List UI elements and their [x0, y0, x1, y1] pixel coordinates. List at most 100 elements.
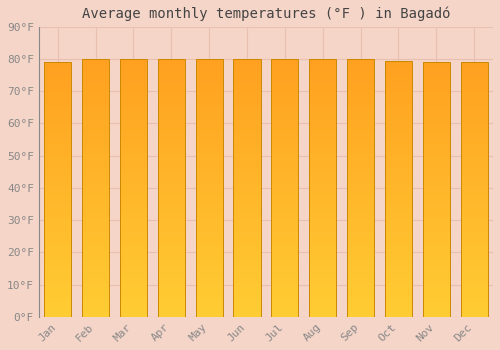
Bar [120, 301, 147, 303]
Bar [44, 85, 72, 86]
Bar [234, 193, 260, 194]
Bar [271, 261, 298, 262]
Bar [309, 134, 336, 135]
Bar [422, 266, 450, 267]
Bar [158, 104, 185, 105]
Bar [196, 90, 223, 91]
Bar [422, 220, 450, 221]
Bar [44, 271, 72, 272]
Bar [82, 220, 109, 222]
Bar [234, 287, 260, 288]
Bar [44, 79, 72, 80]
Bar [120, 192, 147, 193]
Bar [347, 252, 374, 254]
Bar [82, 272, 109, 273]
Bar [82, 250, 109, 251]
Bar [347, 294, 374, 295]
Bar [158, 274, 185, 275]
Bar [460, 239, 488, 240]
Bar [422, 212, 450, 214]
Bar [422, 224, 450, 225]
Bar [460, 69, 488, 70]
Bar [271, 298, 298, 299]
Bar [309, 64, 336, 65]
Bar [460, 97, 488, 98]
Bar [385, 164, 412, 166]
Bar [120, 170, 147, 171]
Bar [82, 294, 109, 295]
Bar [271, 222, 298, 223]
Bar [422, 99, 450, 100]
Bar [158, 91, 185, 92]
Bar [82, 170, 109, 171]
Bar [385, 244, 412, 245]
Bar [309, 139, 336, 140]
Bar [271, 239, 298, 241]
Bar [120, 147, 147, 148]
Bar [44, 147, 72, 149]
Bar [271, 303, 298, 304]
Bar [44, 262, 72, 263]
Bar [234, 91, 260, 92]
Bar [460, 153, 488, 154]
Bar [82, 173, 109, 174]
Bar [120, 250, 147, 251]
Bar [460, 290, 488, 291]
Bar [385, 230, 412, 231]
Bar [347, 214, 374, 215]
Bar [82, 274, 109, 275]
Bar [234, 272, 260, 273]
Bar [120, 179, 147, 180]
Bar [196, 264, 223, 265]
Bar [234, 86, 260, 88]
Bar [234, 140, 260, 141]
Bar [309, 314, 336, 315]
Bar [44, 98, 72, 99]
Bar [309, 300, 336, 301]
Bar [347, 222, 374, 223]
Bar [234, 192, 260, 193]
Bar [44, 310, 72, 312]
Bar [196, 98, 223, 99]
Bar [234, 62, 260, 63]
Bar [44, 99, 72, 100]
Bar [271, 81, 298, 82]
Bar [158, 250, 185, 251]
Bar [347, 237, 374, 238]
Bar [44, 67, 72, 69]
Bar [196, 309, 223, 310]
Bar [347, 286, 374, 287]
Bar [234, 116, 260, 117]
Bar [309, 226, 336, 228]
Bar [120, 207, 147, 209]
Bar [271, 219, 298, 220]
Bar [44, 299, 72, 300]
Bar [460, 251, 488, 252]
Bar [120, 184, 147, 186]
Bar [460, 123, 488, 125]
Bar [422, 275, 450, 276]
Bar [82, 128, 109, 130]
Bar [385, 78, 412, 80]
Bar [460, 140, 488, 141]
Bar [271, 308, 298, 309]
Bar [158, 212, 185, 214]
Bar [271, 295, 298, 296]
Bar [82, 236, 109, 237]
Bar [82, 120, 109, 121]
Bar [385, 267, 412, 268]
Bar [271, 246, 298, 247]
Bar [44, 280, 72, 281]
Bar [309, 307, 336, 308]
Bar [158, 138, 185, 139]
Bar [44, 125, 72, 126]
Bar [158, 126, 185, 127]
Bar [196, 154, 223, 156]
Bar [120, 138, 147, 139]
Bar [120, 139, 147, 140]
Bar [422, 247, 450, 248]
Bar [82, 308, 109, 309]
Bar [422, 215, 450, 216]
Bar [309, 88, 336, 89]
Bar [271, 98, 298, 99]
